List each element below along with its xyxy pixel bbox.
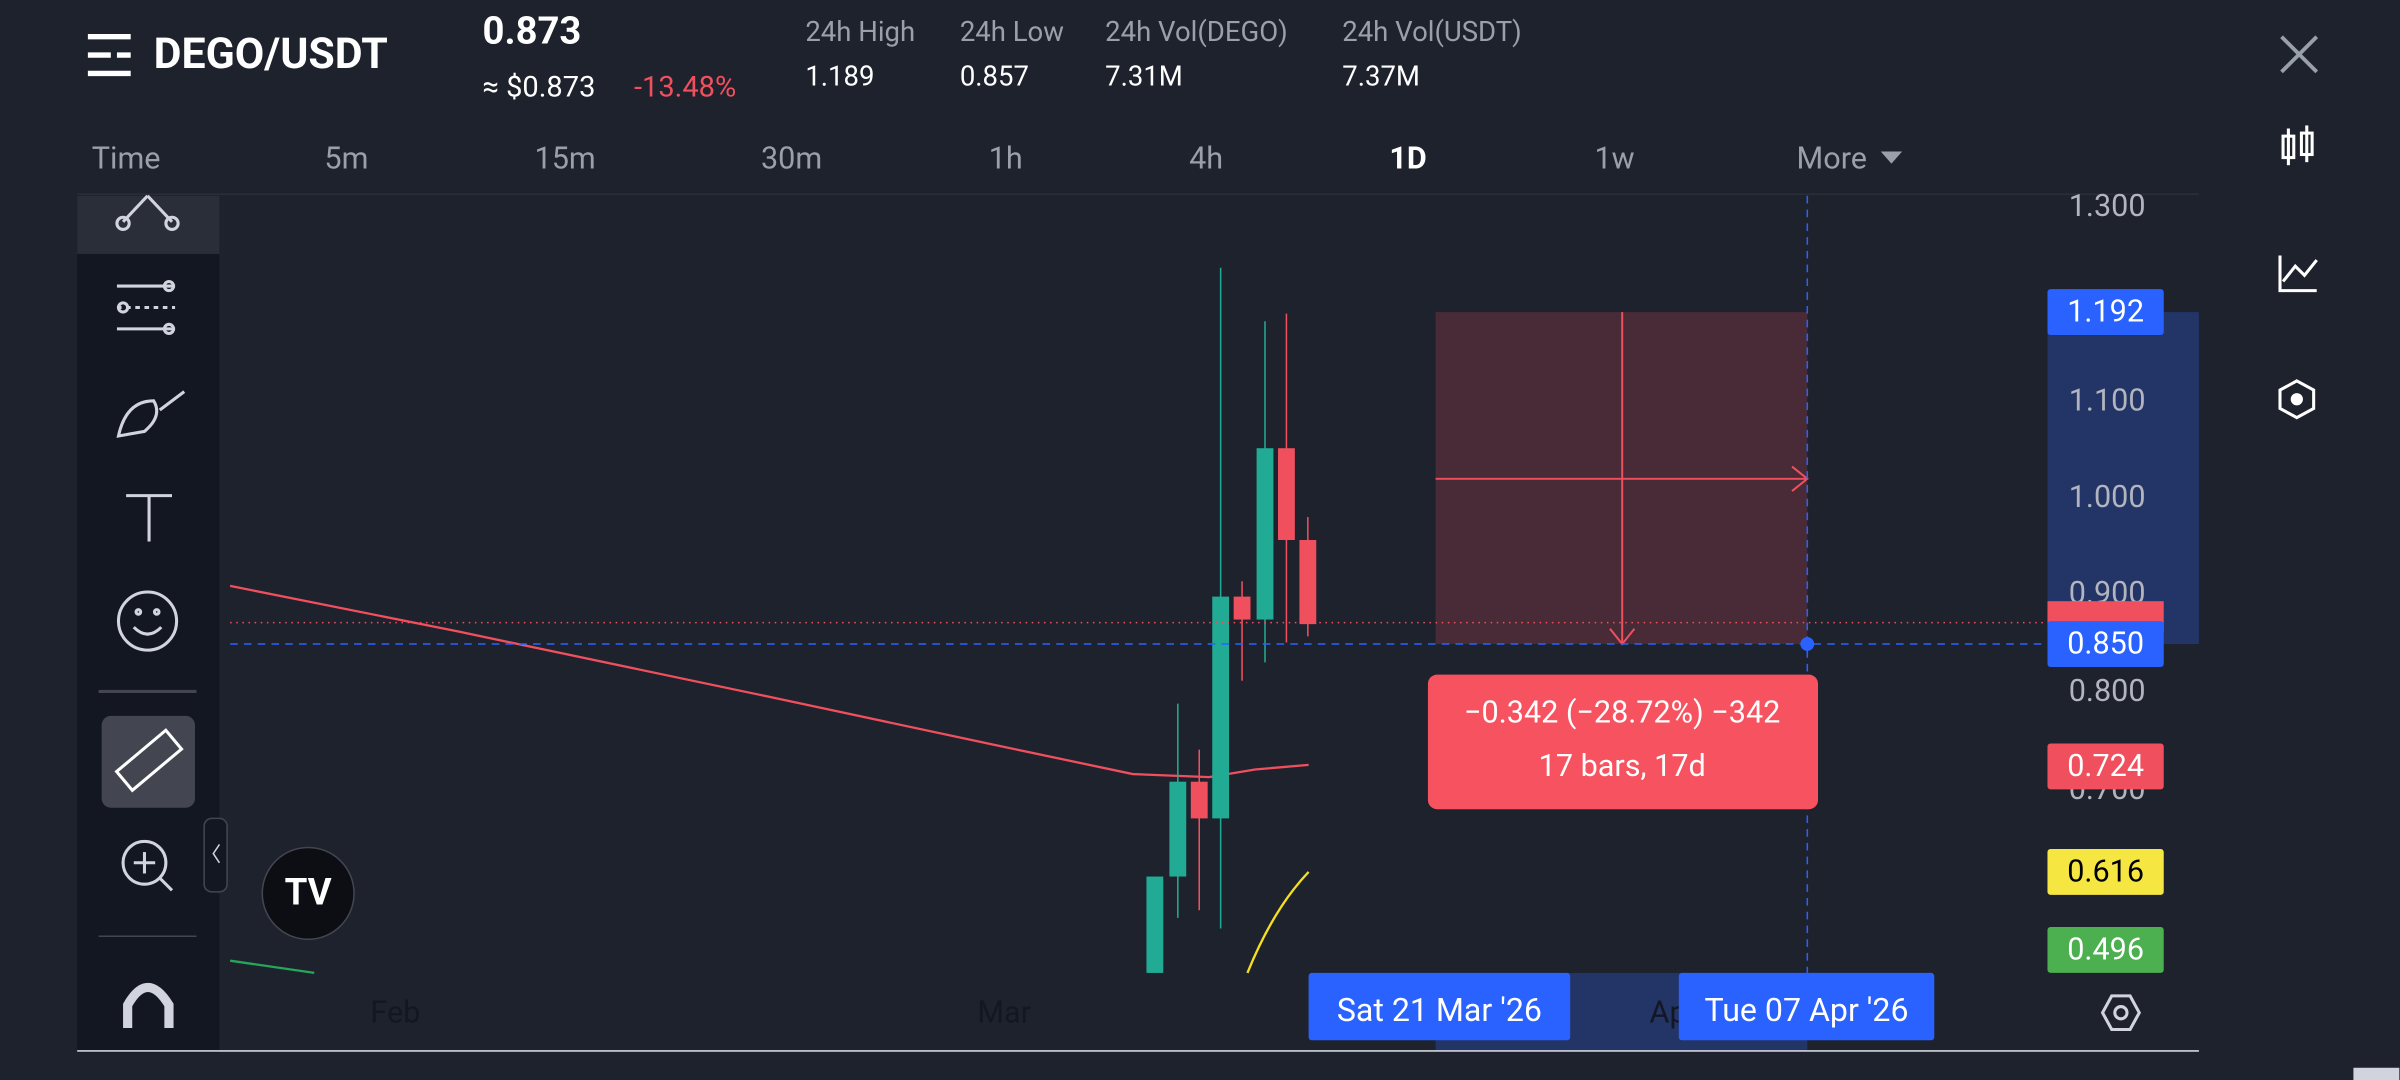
price-tag-bg	[2047, 621, 2164, 667]
pair: DEGO/USDT	[154, 29, 388, 79]
settings-dot	[2113, 1005, 2129, 1021]
toolbar	[77, 195, 220, 1053]
stat-label: 24h Vol(DEGO)	[1105, 15, 1288, 48]
price-tag-bg	[2047, 849, 2164, 895]
tool-bg	[77, 195, 220, 254]
time-axis-label: Mar	[977, 995, 1031, 1030]
interval[interactable]: 4h	[1189, 142, 1223, 177]
ma-yellow	[1246, 871, 1310, 974]
price-tag: 1.192	[2067, 295, 2144, 330]
interval[interactable]: More	[1797, 142, 1867, 177]
measure-line1: −0.342 (−28.72%) −342	[1464, 695, 1780, 730]
axis-highlight	[2047, 312, 2199, 645]
sidebar	[2278, 125, 2318, 420]
hex-icon[interactable]	[2278, 379, 2316, 420]
price-tag: 0.496	[2067, 933, 2144, 968]
interval[interactable]: 1w	[1594, 142, 1634, 177]
change: -13.48%	[634, 70, 736, 104]
stat-value: 1.189	[805, 59, 874, 92]
stat-value: 7.37M	[1342, 59, 1420, 92]
more-arrow	[1880, 151, 1903, 164]
date-label-bg	[1678, 972, 1935, 1041]
tool-lines[interactable]	[116, 279, 176, 336]
price-axis-label: 1.100	[2069, 383, 2146, 418]
stat-value: 0.857	[960, 59, 1029, 92]
stat-value: 7.31M	[1105, 59, 1183, 92]
stat-label: 24h Low	[960, 15, 1064, 48]
interval[interactable]: 15m	[535, 142, 596, 177]
interval[interactable]: 1D	[1389, 142, 1426, 177]
interval[interactable]: 5m	[324, 142, 368, 177]
price-tag: 0.616	[2067, 855, 2144, 890]
price-axis-label: 1.300	[2069, 189, 2146, 224]
price-axis-label: 0.800	[2069, 674, 2146, 709]
tv-logo-text: TV	[285, 871, 332, 914]
ma-green	[229, 959, 315, 975]
price-tag-bg	[2047, 743, 2164, 790]
tv-logo[interactable]	[261, 846, 355, 941]
stat-label: 24h High	[805, 15, 915, 48]
candles	[1146, 267, 1317, 973]
tool-emoji[interactable]	[116, 590, 179, 652]
price-tag: 0.850	[2067, 627, 2144, 662]
date-label-bg	[1308, 972, 1571, 1041]
tool-text[interactable]	[126, 494, 173, 542]
scroll-indicator	[2353, 1067, 2400, 1080]
price-tag: 0.724	[2067, 749, 2144, 784]
date-label: Sat 21 Mar '26	[1337, 991, 1542, 1029]
crosshair-dot	[1800, 637, 1815, 651]
price-tag-bg	[2047, 289, 2164, 336]
interval: Time	[92, 142, 161, 177]
candle-icon[interactable]	[2281, 125, 2314, 166]
tool-brush[interactable]	[116, 390, 186, 438]
menu-icon[interactable]	[87, 34, 131, 77]
settings-icon[interactable]	[2100, 994, 2142, 1032]
time-axis-label: Feb	[370, 995, 420, 1030]
price: 0.873	[483, 10, 582, 54]
date-label: Tue 07 Apr '26	[1705, 991, 1909, 1029]
indicator-icon[interactable]	[2278, 255, 2318, 293]
tool-zoom[interactable]	[121, 839, 174, 892]
tool-ruler-bg[interactable]	[101, 715, 195, 808]
collapse-toolbar[interactable]	[203, 817, 228, 893]
stat-label: 24h Vol(USDT)	[1342, 15, 1521, 48]
tool-ruler	[114, 728, 184, 793]
price-tag-bg	[2047, 927, 2164, 973]
price-axis-label: 1.000	[2069, 480, 2146, 515]
collapse-arrow	[212, 843, 221, 864]
ma-red	[229, 584, 1309, 779]
measure-tooltip	[1427, 674, 1819, 810]
interval[interactable]: 30m	[761, 142, 822, 177]
tool-magnet[interactable]	[123, 983, 174, 1028]
interval[interactable]: 1h	[989, 142, 1023, 177]
measure-line2: 17 bars, 17d	[1539, 749, 1706, 784]
tools	[98, 194, 197, 693]
usd-price: ≈ $0.873	[483, 70, 596, 104]
close-icon[interactable]	[2280, 35, 2319, 74]
